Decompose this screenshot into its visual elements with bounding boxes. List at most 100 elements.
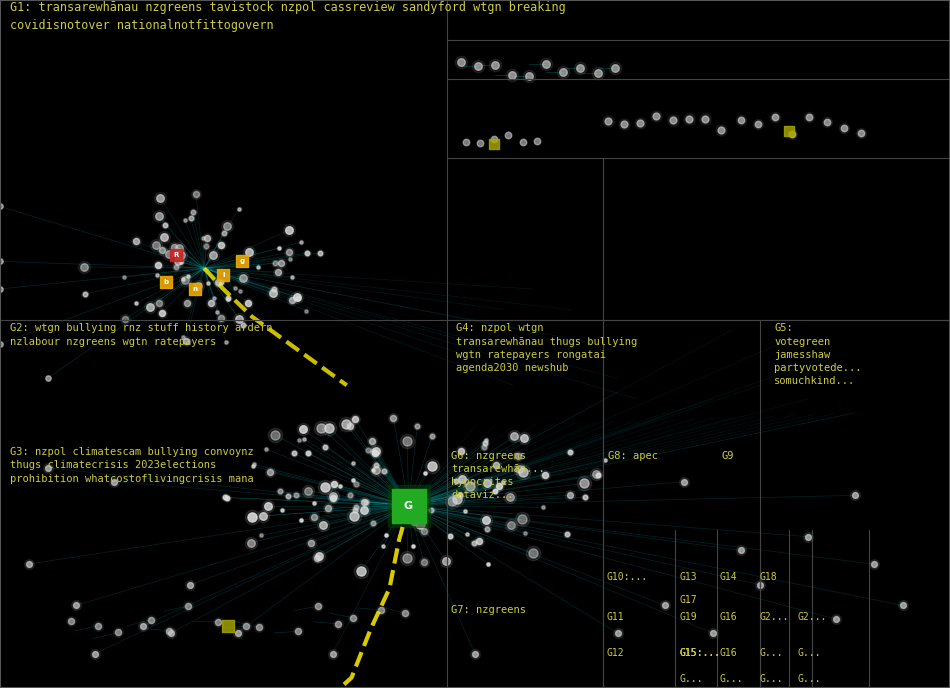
- Point: [467, 648, 483, 659]
- Point: [479, 524, 494, 535]
- Point: [158, 219, 173, 230]
- Point: [218, 336, 234, 347]
- Point: [244, 511, 259, 522]
- Point: [338, 419, 353, 430]
- Point: [118, 313, 133, 324]
- Point: [176, 273, 191, 284]
- Point: [280, 490, 295, 501]
- Point: [173, 249, 188, 260]
- Point: [281, 247, 296, 258]
- Point: [369, 445, 384, 456]
- Point: [314, 422, 329, 433]
- Point: [577, 492, 592, 503]
- Point: [607, 63, 622, 74]
- Point: [87, 648, 103, 659]
- Point: [238, 621, 254, 632]
- Point: [525, 548, 541, 559]
- Point: [40, 462, 55, 473]
- Point: [190, 280, 205, 291]
- Point: [162, 248, 177, 259]
- Point: [77, 261, 92, 272]
- Point: [506, 431, 522, 442]
- Point: [110, 627, 125, 638]
- Point: [819, 117, 834, 128]
- Point: [300, 485, 315, 496]
- Point: [206, 249, 221, 260]
- Point: [300, 248, 315, 259]
- Text: G2: wtgn bullying rnz stuff history ardern
nzlabour nzgreens wgtn ratepayers: G2: wtgn bullying rnz stuff history arde…: [10, 323, 272, 347]
- Point: [294, 237, 309, 248]
- Point: [173, 249, 188, 260]
- Text: G15:...: G15:...: [679, 648, 720, 658]
- Point: [183, 213, 199, 224]
- Point: [303, 537, 318, 548]
- Point: [90, 621, 105, 632]
- Point: [268, 430, 283, 441]
- Point: [68, 600, 84, 611]
- Point: [214, 239, 229, 250]
- Point: [303, 537, 318, 548]
- Point: [180, 270, 196, 281]
- Point: [598, 455, 613, 466]
- Point: [282, 253, 297, 264]
- Point: [522, 70, 537, 81]
- Point: [342, 489, 357, 500]
- Point: [253, 530, 268, 541]
- Point: [220, 292, 236, 303]
- Point: [251, 261, 266, 272]
- Point: [610, 627, 625, 638]
- Point: [471, 536, 486, 547]
- Point: [349, 479, 364, 490]
- Point: [210, 277, 225, 288]
- Point: [400, 436, 415, 447]
- Point: [236, 272, 251, 283]
- Point: [416, 556, 431, 567]
- Point: [386, 413, 401, 424]
- Point: [233, 285, 248, 296]
- Point: [154, 308, 169, 319]
- Point: [267, 258, 282, 269]
- Point: [275, 504, 290, 515]
- Point: [785, 128, 800, 139]
- Text: n: n: [192, 286, 198, 292]
- Point: [260, 501, 276, 512]
- Point: [218, 492, 234, 503]
- Point: [265, 288, 280, 299]
- Point: [40, 373, 55, 384]
- Point: [425, 431, 440, 442]
- Point: [359, 497, 374, 508]
- Point: [246, 461, 261, 472]
- Point: [211, 616, 226, 627]
- Text: G16: G16: [719, 648, 737, 658]
- Point: [463, 480, 478, 491]
- Point: [231, 204, 246, 215]
- Point: [291, 292, 306, 303]
- Point: [206, 249, 221, 260]
- Point: [314, 519, 330, 530]
- Point: [241, 298, 256, 309]
- Point: [310, 601, 325, 612]
- Point: [448, 475, 464, 486]
- Point: [243, 537, 258, 548]
- Text: G2...: G2...: [760, 612, 789, 623]
- Point: [516, 433, 531, 444]
- Point: [400, 552, 415, 563]
- Point: [503, 491, 518, 502]
- Point: [467, 648, 483, 659]
- Point: [180, 601, 196, 612]
- Point: [665, 114, 680, 125]
- Point: [365, 517, 380, 528]
- Point: [425, 460, 440, 471]
- Point: [477, 442, 492, 453]
- Point: [356, 497, 371, 508]
- Point: [326, 478, 341, 489]
- Point: [291, 626, 306, 637]
- Point: [211, 616, 226, 627]
- Point: [487, 486, 503, 497]
- Point: [479, 515, 494, 526]
- Point: [325, 648, 340, 659]
- Point: [802, 112, 817, 123]
- Point: [357, 505, 372, 516]
- Point: [514, 514, 529, 525]
- Text: G7: nzgreens: G7: nzgreens: [451, 605, 526, 616]
